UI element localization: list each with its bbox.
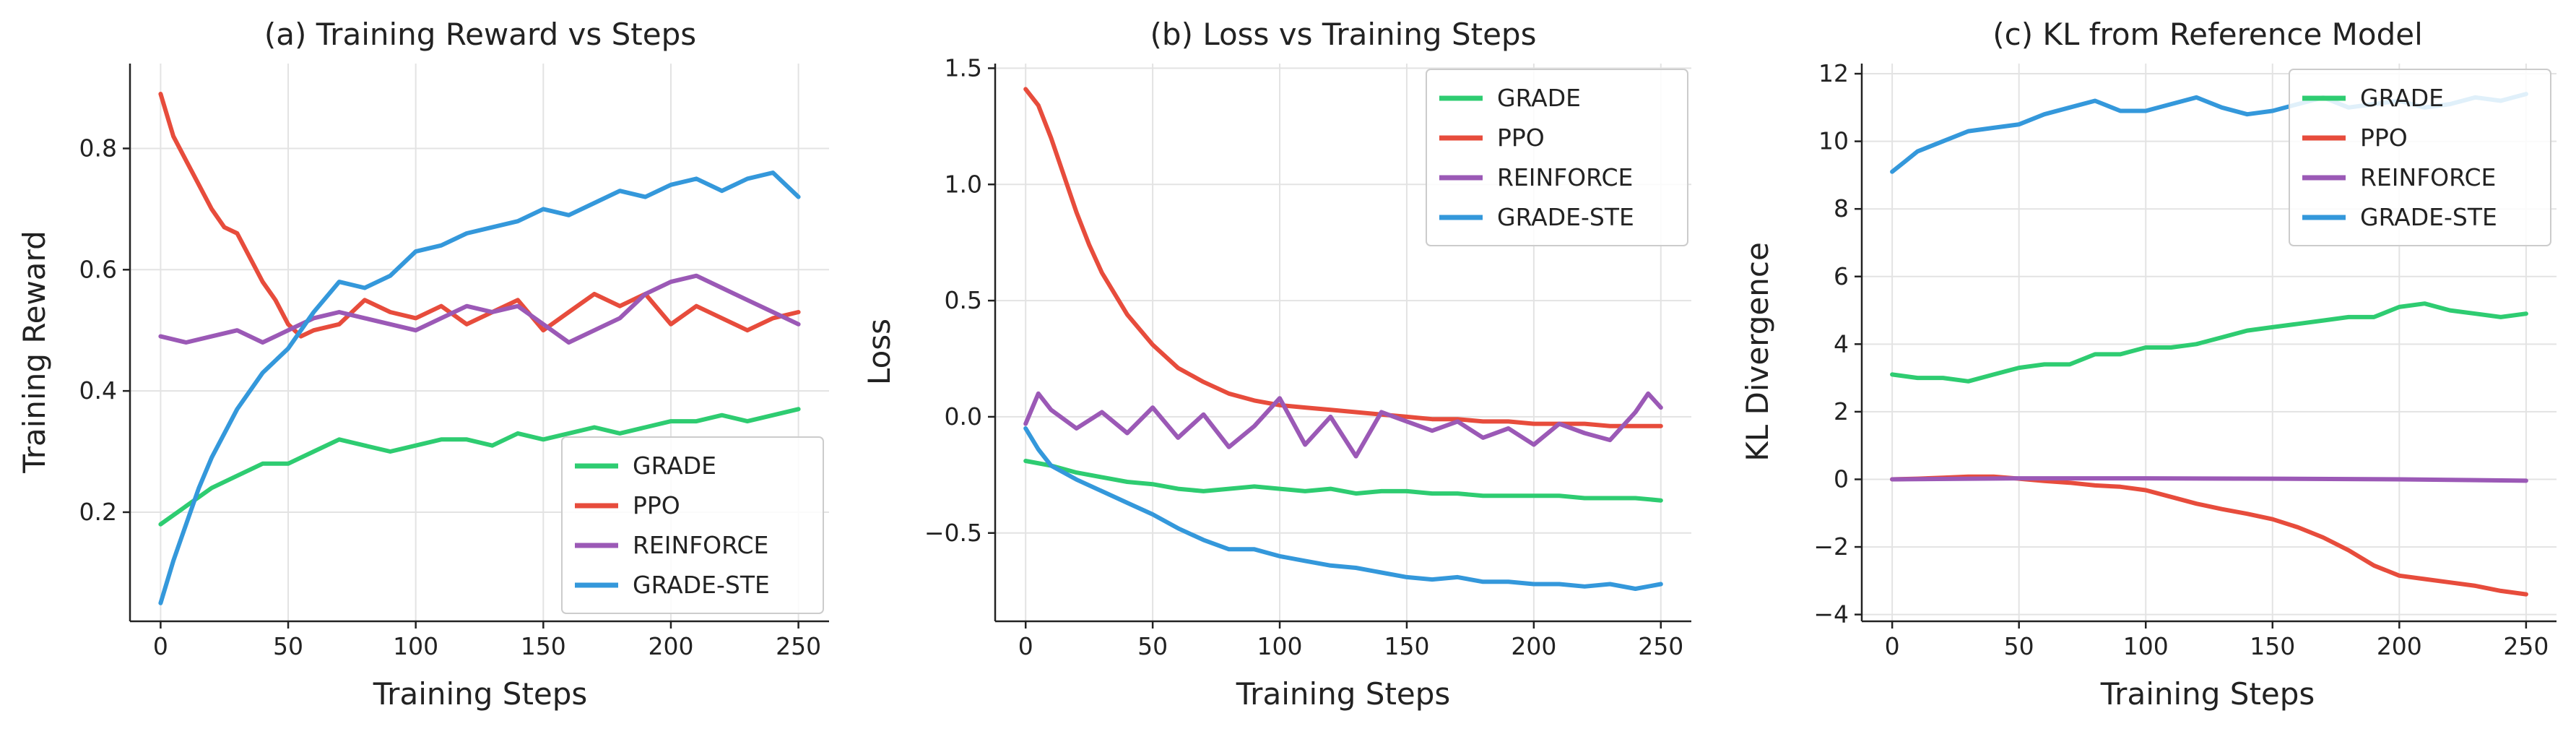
legend: GRADE PPO REINFORCE GRADE-STE <box>1426 69 1688 246</box>
legend: GRADE PPO REINFORCE GRADE-STE <box>2289 69 2551 246</box>
chart-title: (b) Loss vs Training Steps <box>1150 17 1537 52</box>
x-tick-label: 0 <box>1018 632 1033 660</box>
y-tick-label: −2 <box>1813 532 1849 561</box>
x-tick-label: 250 <box>776 632 821 660</box>
legend-label: REINFORCE <box>1497 163 1633 191</box>
x-tick-label: 50 <box>1137 632 1168 660</box>
axes: 0 50 100 150 200 250 −4 −2 0 2 4 6 8 10 12 <box>1813 59 2557 660</box>
legend-frame <box>2289 69 2551 246</box>
y-tick-label: 0.4 <box>79 376 117 405</box>
x-tick-label: 50 <box>273 632 303 660</box>
legend-label: REINFORCE <box>2360 163 2496 191</box>
x-tick-label: 150 <box>521 632 566 660</box>
series-line-ppo <box>1890 474 2528 597</box>
legend-label: GRADE <box>1497 84 1581 112</box>
chart-title: (c) KL from Reference Model <box>1992 17 2423 52</box>
y-tick-label: 0.0 <box>945 402 982 431</box>
x-tick-label: 0 <box>1885 632 1900 660</box>
y-tick-label: 0.6 <box>79 255 117 283</box>
y-tick-label: 2 <box>1834 397 1849 426</box>
plot-area <box>158 92 801 605</box>
series-line-grade <box>158 407 801 527</box>
x-tick-label: 0 <box>153 632 168 660</box>
legend-label: GRADE-STE <box>633 571 770 599</box>
x-axis-label: Training Steps <box>2100 676 2315 712</box>
x-tick-label: 150 <box>1384 632 1429 660</box>
series-line-grade-ste <box>1023 426 1663 591</box>
y-tick-label: 12 <box>1818 59 1849 87</box>
y-tick-label: 6 <box>1834 262 1849 290</box>
y-tick-label: 10 <box>1818 127 1849 155</box>
series-line-grade-ste <box>158 170 801 605</box>
panel-reward: 0 50 100 150 200 250 0.2 0.4 0.6 0.8 GRADE PPO REIN… <box>17 17 829 712</box>
gridlines <box>130 64 829 621</box>
x-tick-label: 100 <box>2123 632 2169 660</box>
axes: 0 50 100 150 200 250 0.2 0.4 0.6 0.8 <box>79 64 829 660</box>
plot-area <box>1023 87 1663 591</box>
x-tick-label: 150 <box>2250 632 2295 660</box>
legend-label: REINFORCE <box>633 531 768 559</box>
y-tick-label: −0.5 <box>924 519 982 547</box>
y-tick-label: 0.2 <box>79 498 117 526</box>
series-line-ppo <box>158 92 801 339</box>
y-tick-label: 0 <box>1834 465 1849 493</box>
x-tick-label: 200 <box>648 632 693 660</box>
x-tick-label: 250 <box>1638 632 1683 660</box>
legend-label: PPO <box>1497 124 1545 152</box>
x-axis-label: Training Steps <box>373 676 588 712</box>
panel-loss: 0 50 100 150 200 250 −0.5 0.0 0.5 1.0 1.5 GRADE PPO… <box>862 17 1691 712</box>
y-tick-label: −4 <box>1813 600 1849 629</box>
y-tick-label: 0.8 <box>79 134 117 162</box>
series-line-grade <box>1023 459 1663 503</box>
series-line-ppo <box>1023 87 1663 428</box>
series-line-reinforce <box>1890 476 2528 483</box>
y-axis-label: Loss <box>862 319 897 385</box>
y-tick-label: 0.5 <box>945 286 982 314</box>
legend-label: PPO <box>633 491 680 519</box>
axes: 0 50 100 150 200 250 −0.5 0.0 0.5 1.0 1.5 <box>924 53 1691 660</box>
y-tick-label: 1.0 <box>945 170 982 198</box>
y-tick-label: 8 <box>1834 194 1849 223</box>
legend-label: GRADE-STE <box>1497 203 1634 231</box>
chart-title: (a) Training Reward vs Steps <box>264 17 696 52</box>
series-line-reinforce <box>1023 391 1663 459</box>
x-axis-label: Training Steps <box>1236 676 1451 712</box>
x-tick-label: 250 <box>2503 632 2549 660</box>
y-tick-label: 4 <box>1834 329 1849 358</box>
legend-label: GRADE <box>2360 84 2444 112</box>
y-axis-label: Training Reward <box>17 230 52 474</box>
series-line-grade <box>1890 301 2528 384</box>
legend-label: GRADE-STE <box>2360 203 2497 231</box>
x-tick-label: 50 <box>2004 632 2034 660</box>
legend: GRADE PPO REINFORCE GRADE-STE <box>561 436 824 614</box>
legend-label: PPO <box>2360 124 2408 152</box>
x-tick-label: 100 <box>393 632 438 660</box>
x-tick-label: 200 <box>2377 632 2422 660</box>
legend-label: GRADE <box>633 452 716 480</box>
legend-frame <box>561 436 824 614</box>
legend-frame <box>1426 69 1688 246</box>
y-axis-label: KL Divergence <box>1740 242 1775 462</box>
x-tick-label: 100 <box>1257 632 1303 660</box>
y-tick-label: 1.5 <box>945 53 982 82</box>
series-line-reinforce <box>158 273 801 345</box>
x-tick-label: 200 <box>1511 632 1556 660</box>
panel-kl: 0 50 100 150 200 250 −4 −2 0 2 4 6 8 10 12 GRADE PPO REI… <box>1740 17 2557 712</box>
